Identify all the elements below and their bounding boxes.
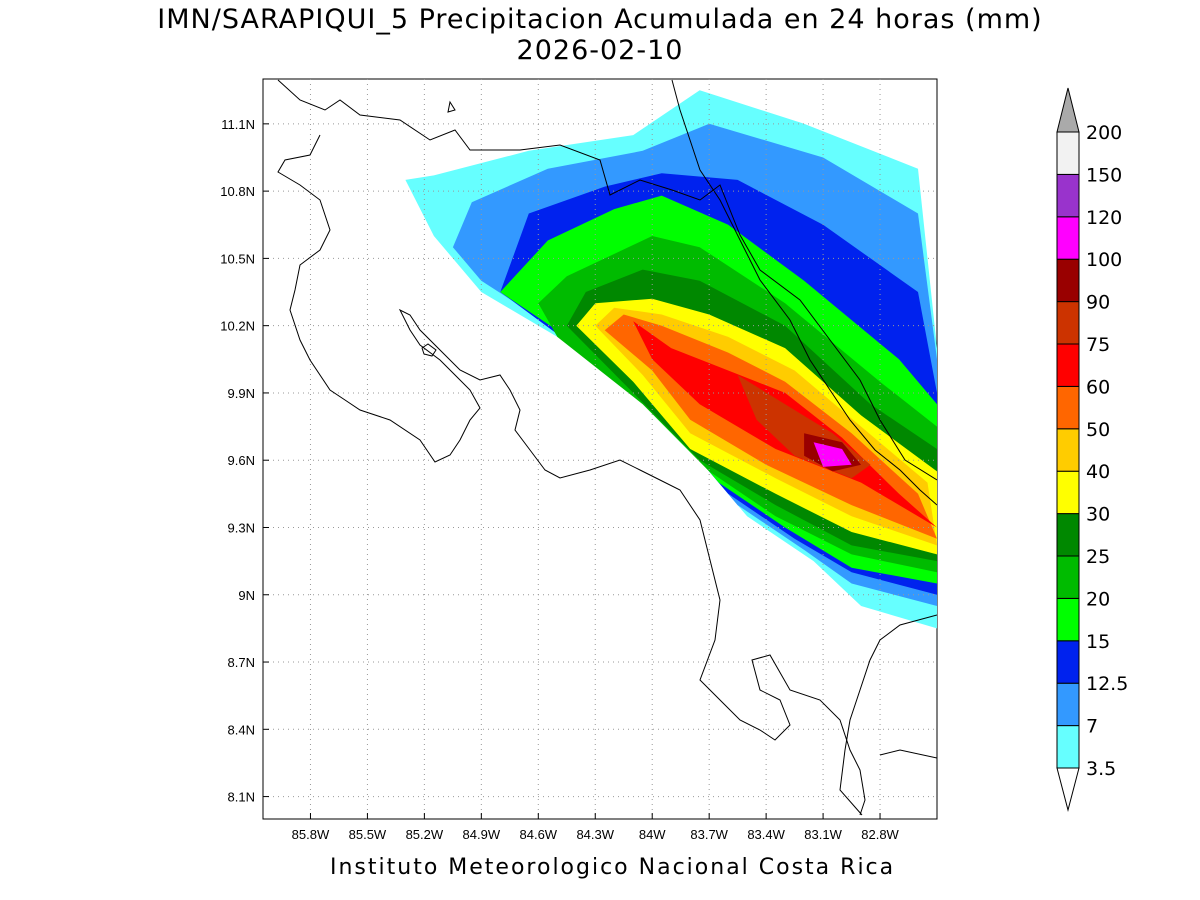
lat-tick-label: 10.2N: [220, 319, 255, 334]
colorbar-label: 60: [1086, 376, 1110, 398]
colorbar-min-arrow: [1056, 767, 1080, 812]
colorbar-segment: [1056, 173, 1080, 218]
lat-tick-label: 9.3N: [228, 520, 255, 535]
lon-tick-label: 85.5W: [349, 827, 387, 842]
colorbar-segment: [1056, 301, 1080, 345]
colorbar-segment: [1056, 513, 1080, 557]
colorbar: 3.5 7 12.5 15 20 25 30 40 50 60 75 90 100 120 150 200: [1056, 87, 1128, 812]
colorbar-label: 50: [1086, 419, 1110, 441]
colorbar-label: 120: [1086, 207, 1122, 229]
lon-tick-label: 85.2W: [406, 827, 444, 842]
lon-tick-label: 84.6W: [520, 827, 558, 842]
colorbar-segment: [1056, 640, 1080, 684]
coastline: [277, 79, 937, 816]
lon-tick-label: 84W: [639, 827, 666, 842]
lon-tick-label: 82.8W: [861, 827, 899, 842]
lat-tick-label: 9N: [238, 588, 255, 603]
lon-tick-label: 83.4W: [747, 827, 785, 842]
colorbar-label: 15: [1086, 631, 1110, 653]
lon-tick-label: 84.9W: [463, 827, 501, 842]
colorbar-label: 3.5: [1086, 758, 1116, 780]
lon-tick-label: 83.7W: [690, 827, 728, 842]
colorbar-segment: [1056, 343, 1080, 387]
lat-tick-label: 10.5N: [220, 251, 255, 266]
lat-tick-label: 9.9N: [228, 386, 255, 401]
chart-date: 2026-02-10: [516, 35, 684, 66]
precip-band-120: [813, 442, 852, 467]
precipitation-field: [405, 90, 937, 629]
colorbar-segment: [1056, 258, 1080, 303]
lat-tick-label: 11.1N: [221, 117, 255, 132]
lon-tick-label: 83.1W: [804, 827, 842, 842]
lat-tick-label: 8.4N: [228, 722, 255, 737]
colorbar-segment: [1056, 725, 1080, 769]
colorbar-segment: [1056, 131, 1080, 175]
lat-tick-label: 9.6N: [228, 453, 255, 468]
colorbar-label: 12.5: [1086, 673, 1128, 695]
colorbar-label: 20: [1086, 588, 1110, 610]
colorbar-segment: [1056, 470, 1080, 515]
colorbar-label: 100: [1086, 249, 1122, 271]
colorbar-segment: [1056, 682, 1080, 727]
grid-lines: [263, 79, 937, 819]
colorbar-max-arrow: [1056, 87, 1080, 133]
colorbar-segment: [1056, 385, 1080, 430]
colorbar-segment: [1056, 216, 1080, 260]
colorbar-label: 90: [1086, 292, 1110, 314]
colorbar-label: 40: [1086, 461, 1110, 483]
colorbar-label: 200: [1086, 122, 1122, 144]
latitude-axis: 11.1N 10.8N 10.5N 10.2N 9.9N 9.6N 9.3N 9N 8.7N 8.…: [220, 117, 269, 805]
colorbar-label: 7: [1086, 716, 1098, 738]
colorbar-segment: [1056, 555, 1080, 599]
colorbar-segment: [1056, 428, 1080, 472]
chart-title: IMN/SARAPIQUI_5 Precipitacion Acumulada …: [157, 4, 1043, 35]
lon-tick-label: 84.3W: [576, 827, 614, 842]
lat-tick-label: 8.1N: [228, 790, 255, 805]
longitude-axis: 85.8W 85.5W 85.2W 84.9W 84.6W 84.3W 84W 83.7W 83…: [292, 813, 900, 842]
colorbar-segment: [1056, 597, 1080, 642]
colorbar-label: 25: [1086, 546, 1110, 568]
lat-tick-label: 8.7N: [228, 655, 255, 670]
colorbar-label: 30: [1086, 504, 1110, 526]
footer-credit: Instituto Meteorologico Nacional Costa R…: [330, 855, 896, 880]
colorbar-label: 75: [1086, 334, 1110, 356]
colorbar-label: 150: [1086, 164, 1122, 186]
lon-tick-label: 85.8W: [292, 827, 330, 842]
lat-tick-label: 10.8N: [220, 184, 255, 199]
